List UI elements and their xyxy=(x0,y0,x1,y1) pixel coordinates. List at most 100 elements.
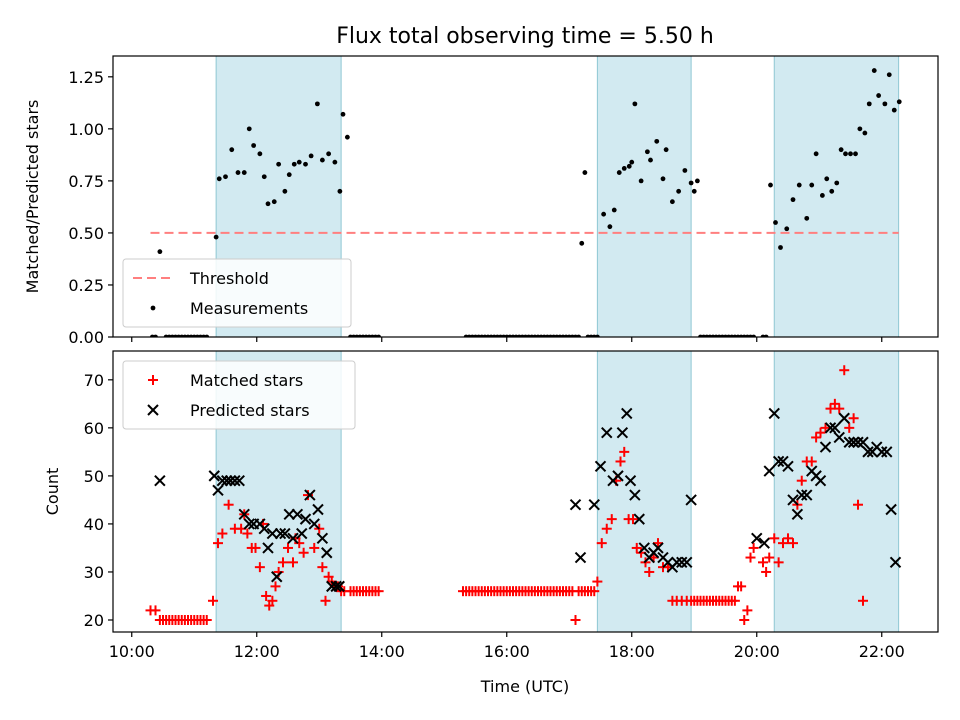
data-point xyxy=(729,595,740,606)
data-point xyxy=(839,365,850,376)
data-point xyxy=(834,403,845,414)
data-point xyxy=(213,234,219,240)
data-point xyxy=(853,499,863,510)
data-point xyxy=(296,527,308,540)
x-tick-label: 20:00 xyxy=(734,642,780,661)
data-point xyxy=(254,562,265,573)
data-point xyxy=(824,176,830,182)
data-point xyxy=(862,130,868,136)
data-point xyxy=(291,508,304,521)
data-point xyxy=(626,163,632,169)
data-point xyxy=(748,542,759,553)
data-point xyxy=(282,188,288,194)
y-tick-label: 1.25 xyxy=(68,68,104,87)
data-point xyxy=(809,182,815,188)
legend-marker xyxy=(148,375,158,385)
data-point xyxy=(238,508,250,521)
data-point xyxy=(262,542,274,554)
legend-label: Measurements xyxy=(190,299,308,318)
data-point xyxy=(857,126,863,132)
data-point xyxy=(644,149,650,155)
data-point xyxy=(773,220,778,225)
data-point xyxy=(653,538,663,549)
data-point xyxy=(241,170,247,175)
count-axes-frame xyxy=(112,350,939,633)
data-point xyxy=(606,514,617,525)
data-point xyxy=(778,538,788,549)
data-point xyxy=(229,474,241,487)
data-point xyxy=(804,215,810,221)
data-point xyxy=(629,159,635,165)
data-point xyxy=(298,547,309,558)
data-point xyxy=(589,586,600,597)
data-point xyxy=(876,93,882,98)
ratio-panel: 0.00 0.25 0.50 0.75 1.00 1.25 Matched/Predicte… xyxy=(23,55,939,347)
data-point xyxy=(763,465,775,477)
data-point xyxy=(235,170,241,175)
data-point xyxy=(261,174,267,180)
data-point xyxy=(340,111,346,117)
data-point xyxy=(739,614,750,625)
data-point xyxy=(612,470,624,482)
observing-window xyxy=(773,351,900,632)
data-point xyxy=(758,537,770,549)
count-legend: Matched stars Predicted stars xyxy=(122,360,356,430)
data-point xyxy=(150,605,161,616)
data-point xyxy=(242,528,253,539)
data-point xyxy=(629,489,641,501)
data-point xyxy=(881,446,893,458)
data-point xyxy=(291,161,297,167)
y-tick-label: 0.75 xyxy=(68,172,104,191)
data-point xyxy=(876,446,888,458)
y-tick-label: 0.25 xyxy=(68,276,104,295)
y-tick-label: 70 xyxy=(84,371,104,390)
data-point xyxy=(309,542,320,553)
data-point xyxy=(321,547,333,559)
y-tick-label: 20 xyxy=(84,611,104,630)
data-point xyxy=(223,174,228,180)
data-point xyxy=(848,413,859,424)
data-point xyxy=(885,503,897,516)
x-tick-label: 12:00 xyxy=(234,642,280,661)
data-point xyxy=(764,552,775,563)
data-point xyxy=(758,557,768,568)
data-point xyxy=(213,538,223,549)
data-point xyxy=(871,68,877,73)
data-point xyxy=(216,176,222,182)
data-point xyxy=(258,523,270,535)
data-point xyxy=(631,542,642,553)
data-point xyxy=(796,475,807,486)
data-point xyxy=(891,107,897,113)
data-point xyxy=(320,595,331,606)
data-point xyxy=(778,245,783,250)
legend-label: Matched stars xyxy=(190,371,303,390)
data-point xyxy=(611,207,617,213)
data-point xyxy=(769,533,780,544)
data-point xyxy=(768,407,780,420)
data-point xyxy=(632,101,638,107)
count-series-plus xyxy=(145,365,868,625)
data-point xyxy=(283,542,293,553)
data-point xyxy=(644,566,655,577)
count-panel: 20 30 40 50 60 70 10:00 12:00 14:00 16:00 18:00 20:… xyxy=(43,350,939,661)
data-point xyxy=(616,426,629,439)
data-point xyxy=(660,176,666,182)
data-point xyxy=(261,590,272,601)
data-point xyxy=(250,542,261,553)
y-tick-label: 30 xyxy=(84,563,104,582)
data-point xyxy=(742,605,753,616)
data-point xyxy=(866,101,872,107)
data-point xyxy=(628,514,638,525)
data-point xyxy=(223,499,234,510)
data-point xyxy=(615,456,626,467)
data-point xyxy=(154,474,166,487)
data-point xyxy=(886,72,892,78)
data-point xyxy=(784,226,790,232)
y-tick-label: 60 xyxy=(84,419,104,438)
data-point xyxy=(308,153,314,159)
data-point xyxy=(266,527,279,540)
data-point xyxy=(745,552,756,563)
y-tick-label: 1.00 xyxy=(68,120,104,139)
data-point xyxy=(570,614,581,625)
